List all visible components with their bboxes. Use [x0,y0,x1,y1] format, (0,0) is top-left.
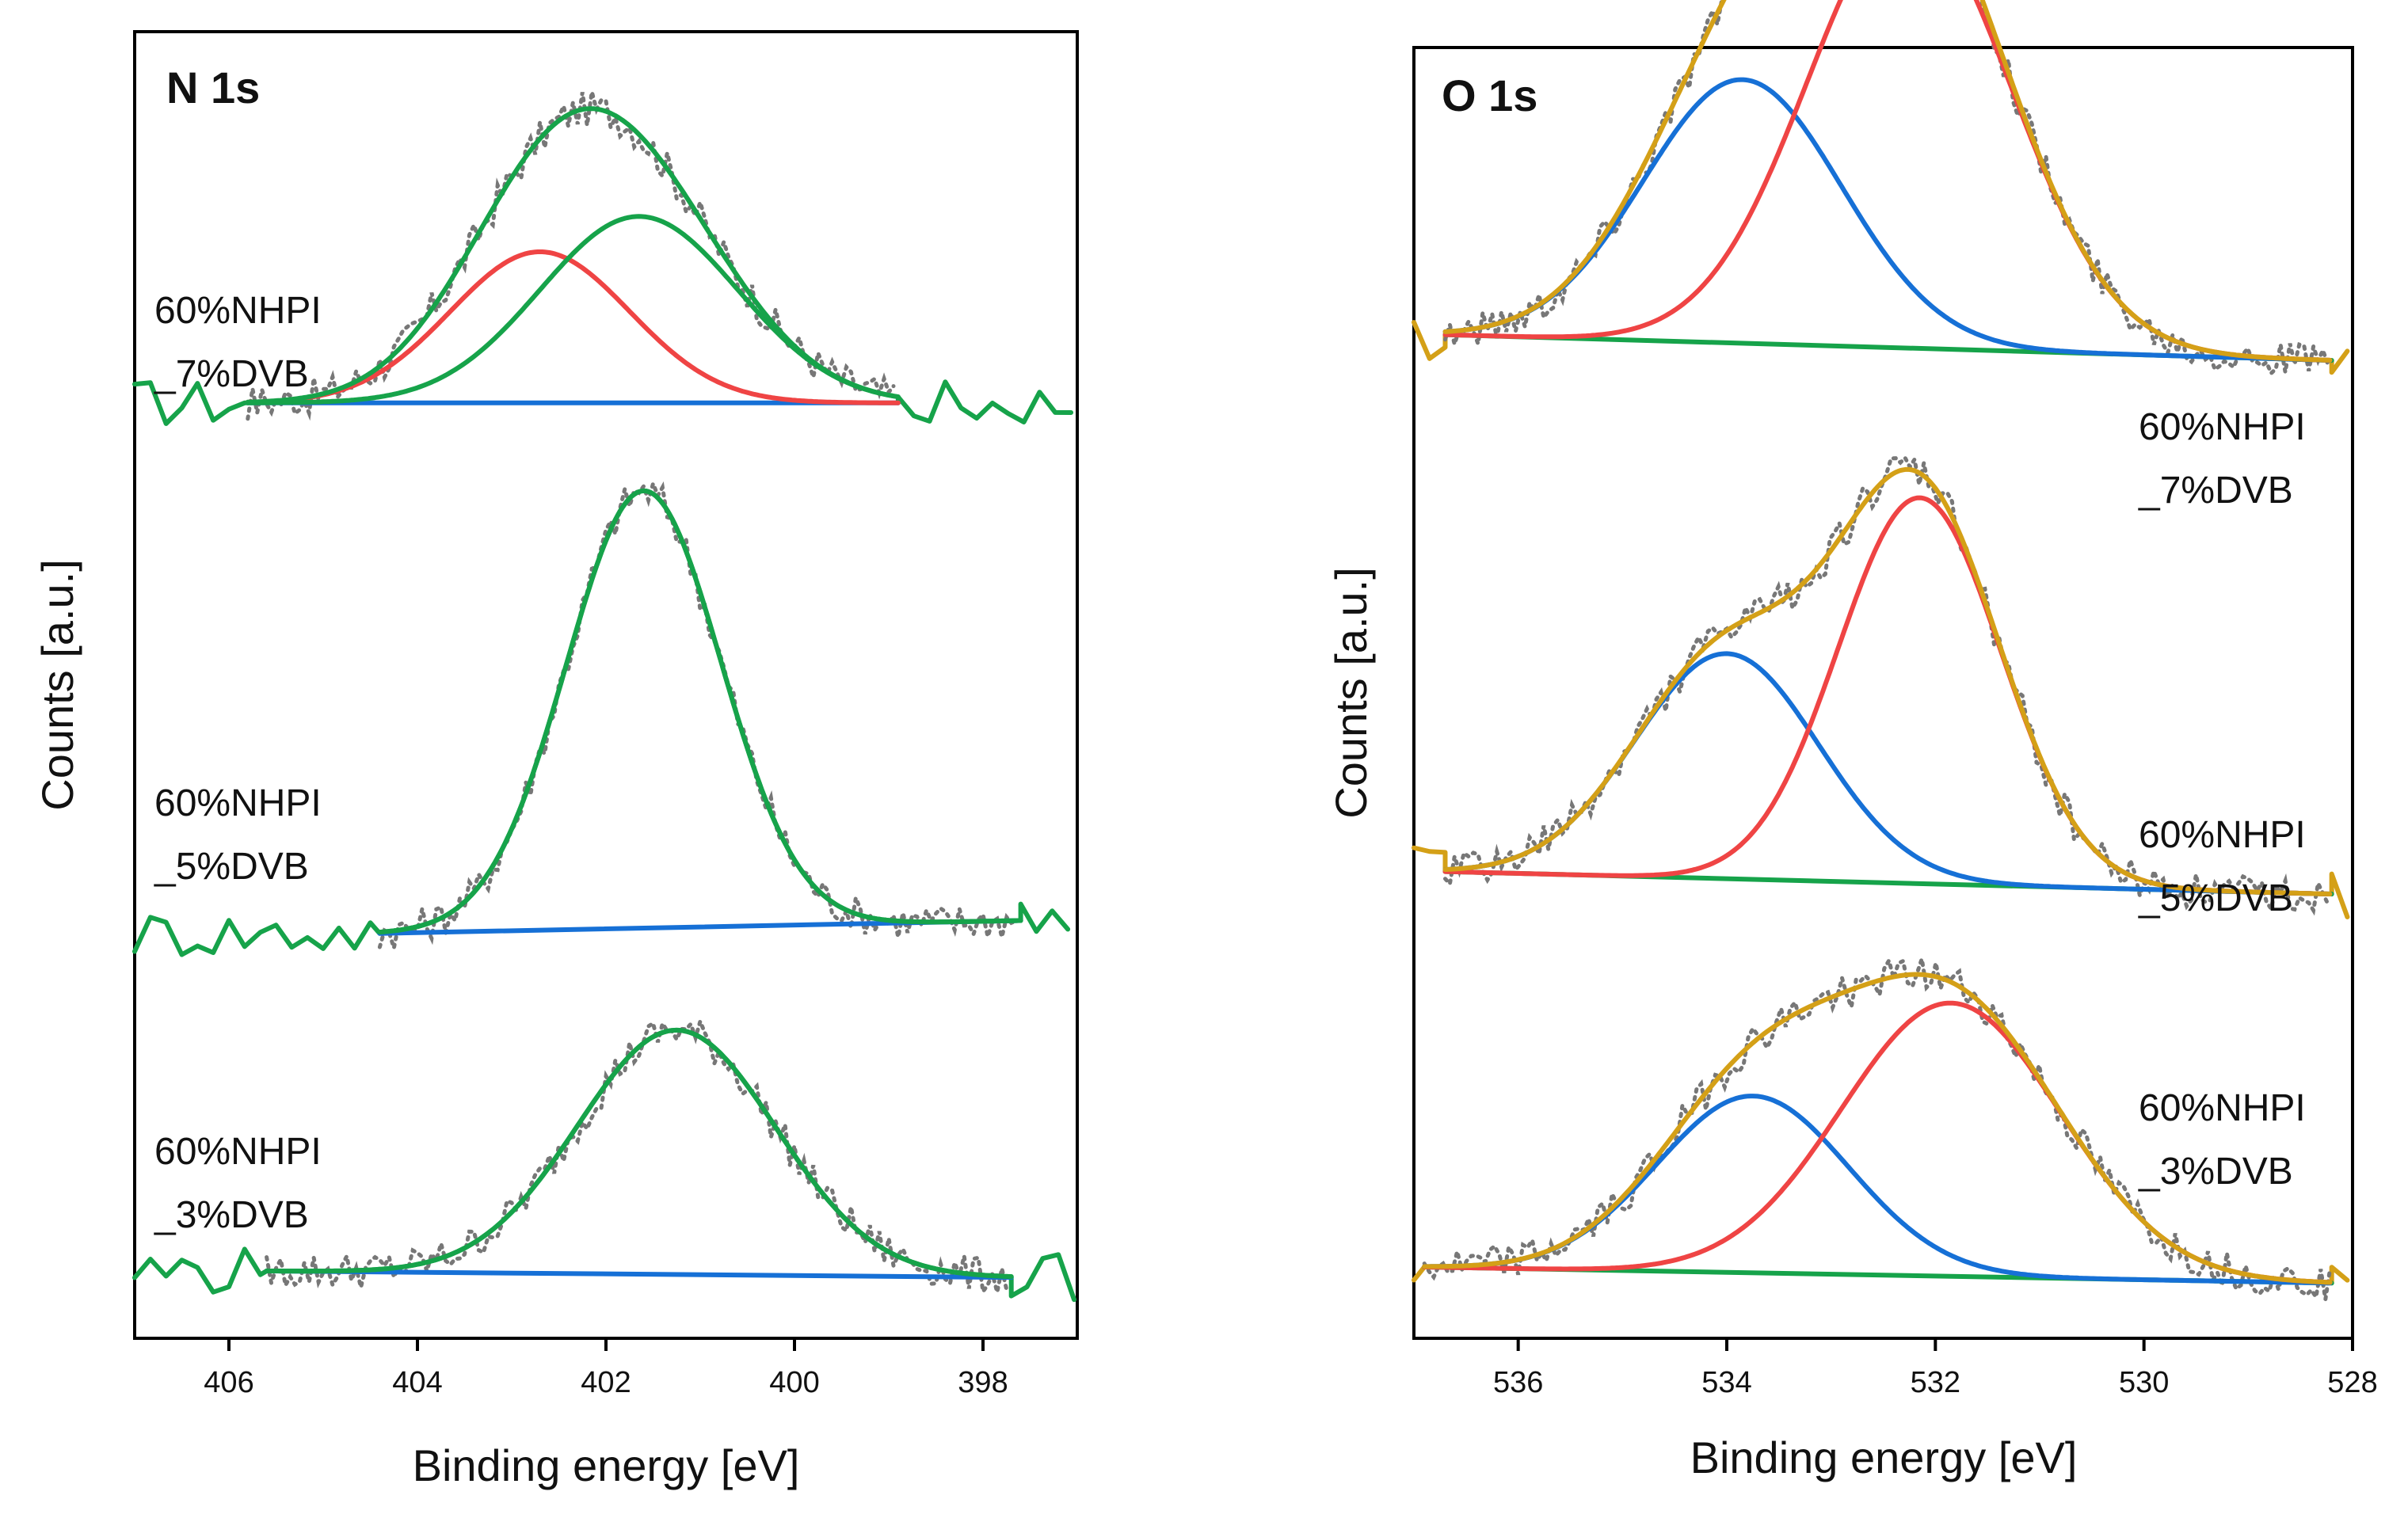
x-ticks: 536 534 532 530 528 [1493,1338,2378,1399]
plot-frame [1412,46,2354,1340]
fit-envelope [1422,972,2333,1285]
fit-component [264,1027,1014,1280]
fit-component [245,249,901,405]
sample-label: 60%NHPI [154,290,322,332]
sample-label: 60%NHPI [154,782,322,824]
spectra-curves [132,91,1077,1303]
raw-data [377,477,1019,949]
panel-title: O 1s [1442,70,1537,120]
panel-o1s: O 1s Binding energy [eV] Counts [a.u.] 5… [1326,0,2378,1482]
background-line [264,1269,1014,1280]
panel-n1s: N 1s Binding energy [eV] Counts [a.u.] 4… [32,30,1079,1490]
fit-envelope [264,1027,1014,1280]
y-axis-label: Counts [a.u.] [1326,567,1376,819]
sample-label: 60%NHPI [2139,814,2306,856]
x-tick-label: 402 [581,1366,631,1399]
spectrum-tail-left [132,1246,269,1295]
raw-data [1422,955,2333,1303]
sample-label: 60%NHPI [2139,406,2306,448]
sample-label: _3%DVB [2138,1151,2293,1193]
x-tick-label: 534 [1701,1366,1751,1399]
x-tick-label: 536 [1493,1366,1543,1399]
fit-envelope [1442,466,2333,896]
fit-envelope [245,106,901,405]
fit-component [1442,0,2333,363]
x-axis-label: Binding energy [eV] [1690,1433,2078,1482]
fit-envelope [1442,0,2333,363]
spectrum-tail-left [1412,1265,1427,1283]
spectrum-tail-left [1412,319,1448,361]
x-ticks: 406 404 402 400 398 [204,1338,1008,1399]
sample-label: _5%DVB [2138,877,2293,919]
spectrum-tail-right [2329,871,2350,919]
spectrum-tail-right [1008,1252,1077,1303]
sample-label: _7%DVB [154,353,309,395]
x-tick-label: 400 [769,1366,819,1399]
spectrum-tail-right [1018,901,1071,934]
spectrum-tail-right [2329,348,2350,375]
raw-data [265,1015,1009,1297]
x-tick-label: 404 [392,1366,442,1399]
spectrum-tail-right [895,379,1074,424]
y-axis-label: Counts [a.u.] [32,559,82,811]
fit-component [1422,1000,2333,1285]
x-axis-label: Binding energy [eV] [413,1440,800,1490]
x-tick-label: 530 [2119,1366,2169,1399]
panel-title: N 1s [166,63,260,112]
x-tick-label: 406 [204,1366,253,1399]
sample-label: _5%DVB [154,846,309,888]
spectrum-tail-right [2329,1265,2350,1286]
fit-component [245,214,901,405]
sample-label: 60%NHPI [2139,1087,2306,1129]
sample-label: 60%NHPI [154,1131,322,1173]
x-tick-label: 532 [1911,1366,1960,1399]
spectra-curves [1412,0,2350,1303]
x-tick-label: 398 [958,1366,1008,1399]
raw-data [1443,454,2330,916]
sample-label: _3%DVB [154,1194,309,1236]
fit-component [1442,651,2333,896]
spectrum-tail-left [132,380,250,426]
fit-component [1442,77,2333,363]
fit-envelope [377,488,1023,935]
x-tick-label: 528 [2327,1366,2377,1399]
raw-data [1443,0,2330,377]
spectrum-tail-left [1412,845,1448,874]
spectrum-tail-left [132,915,383,957]
sample-label: _7%DVB [2138,470,2293,512]
fit-component [377,488,1023,935]
